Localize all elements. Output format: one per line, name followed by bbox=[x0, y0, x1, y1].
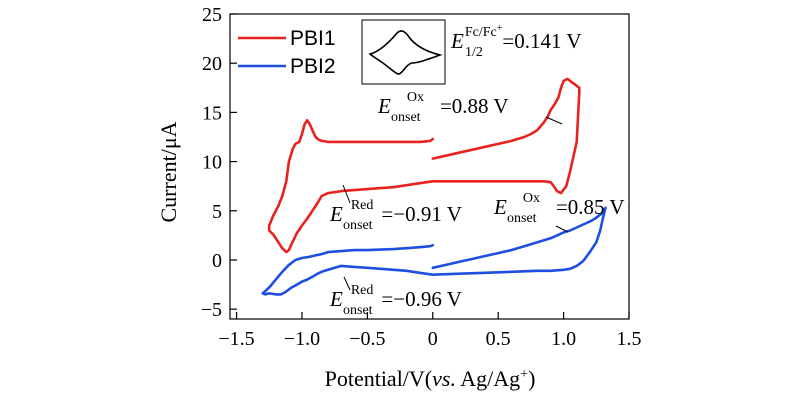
x-axis-title-main: Potential/V( bbox=[325, 366, 433, 391]
annotation-pbi2-ox-leader bbox=[555, 225, 569, 233]
y-tick-label: 10 bbox=[202, 152, 222, 174]
y-tick-label: 15 bbox=[202, 102, 222, 124]
annotation-pbi1-ox-sup: Ox bbox=[407, 90, 424, 105]
y-tick-label: 5 bbox=[212, 201, 222, 223]
legend: PBI1 PBI2 bbox=[238, 27, 336, 78]
x-axis-title-close: ) bbox=[528, 366, 535, 391]
x-axis-ticks: −1.5 −1.0 −0.5 0 0.5 1.0 1.5 bbox=[218, 312, 642, 350]
annotation-pbi1-ox-text: E Ox =0.88 V bbox=[377, 90, 509, 118]
series-layer bbox=[261, 77, 607, 296]
x-axis-title-rest: Ag/Ag bbox=[456, 366, 520, 391]
plot-frame bbox=[229, 13, 630, 320]
annotation-pbi2-red: E Red =−0.96 V onset bbox=[329, 276, 462, 318]
annotation-pbi2-ox-sup: Ox bbox=[523, 191, 540, 206]
annotation-fc-supplus: + bbox=[497, 23, 503, 34]
y-tick-label: −5 bbox=[201, 299, 222, 321]
series-line-pbi2 bbox=[261, 206, 607, 296]
x-tick-label: 0.5 bbox=[486, 328, 511, 350]
x-tick-label: 0 bbox=[428, 328, 438, 350]
annotation-pbi2-ox-sub: onset bbox=[507, 211, 537, 226]
annotation-pbi1-ox-leader bbox=[545, 116, 563, 125]
annotation-pbi1-ox: E Ox =0.88 V onset bbox=[377, 90, 563, 125]
annotation-pbi1-red-sup: Red bbox=[351, 198, 374, 213]
series-line-pbi1 bbox=[267, 77, 581, 254]
x-axis-title: Potential/V(vs. Ag/Ag+) bbox=[325, 366, 536, 391]
annotation-fc-value: =0.141 V bbox=[502, 29, 581, 53]
annotation-fc-sup: Fc/Fc bbox=[465, 25, 497, 40]
annotation-pbi2-red-text: E Red =−0.96 V bbox=[329, 283, 462, 311]
annotation-fc-e: E bbox=[450, 29, 464, 53]
y-axis-title: Current/μA bbox=[156, 121, 181, 222]
annotation-pbi2-red-sup: Red bbox=[351, 283, 374, 298]
annotation-pbi1-red-e: E bbox=[329, 202, 343, 226]
y-tick-label: 0 bbox=[212, 250, 222, 272]
annotation-pbi1-red-value: =−0.91 V bbox=[381, 202, 461, 226]
annotation-pbi1-ox-sub: onset bbox=[391, 110, 421, 125]
annotation-pbi2-ox-e: E bbox=[493, 195, 507, 219]
x-tick-label: 1.5 bbox=[617, 328, 642, 350]
annotation-pbi2-red-leader bbox=[343, 276, 351, 291]
x-tick-label: 1.0 bbox=[551, 328, 576, 350]
y-tick-label: 25 bbox=[202, 4, 222, 26]
annotation-pbi1-red: E Red =−0.91 V onset bbox=[329, 184, 462, 233]
annotation-fc-text: EFc/Fc+=0.141 V bbox=[450, 23, 582, 53]
annotation-pbi1-red-text: E Red =−0.91 V bbox=[329, 198, 462, 226]
x-axis-title-sup: + bbox=[520, 367, 528, 382]
annotation-pbi1-ox-value: =0.88 V bbox=[440, 94, 509, 118]
annotation-pbi2-ox-text: E Ox =0.85 V bbox=[493, 191, 625, 219]
annotation-pbi2-red-sub: onset bbox=[343, 303, 373, 318]
annotation-fc: EFc/Fc+=0.141 V 1/2 bbox=[450, 23, 582, 60]
inset-fc-cv bbox=[361, 19, 446, 85]
annotation-pbi2-red-value: =−0.96 V bbox=[381, 287, 461, 311]
annotation-pbi2-red-e: E bbox=[329, 287, 343, 311]
legend-label-pbi1: PBI1 bbox=[290, 27, 336, 50]
annotation-fc-sub: 1/2 bbox=[465, 45, 483, 60]
inset-cv-curve bbox=[368, 30, 443, 75]
annotation-pbi2-ox-value: =0.85 V bbox=[556, 195, 625, 219]
annotation-pbi1-ox-e: E bbox=[377, 94, 391, 118]
annotation-pbi1-red-sub: onset bbox=[343, 218, 373, 233]
x-tick-label: −1.0 bbox=[284, 328, 320, 350]
x-tick-label: −1.5 bbox=[218, 328, 254, 350]
y-tick-label: 20 bbox=[202, 53, 222, 75]
x-axis-title-vs: vs. bbox=[432, 366, 456, 391]
legend-label-pbi2: PBI2 bbox=[290, 55, 336, 78]
annotation-pbi2-ox: E Ox =0.85 V onset bbox=[493, 191, 625, 233]
x-tick-label: −0.5 bbox=[349, 328, 385, 350]
y-axis-ticks: −5 0 5 10 15 20 25 bbox=[201, 4, 237, 321]
annotation-pbi1-red-leader bbox=[342, 184, 351, 204]
